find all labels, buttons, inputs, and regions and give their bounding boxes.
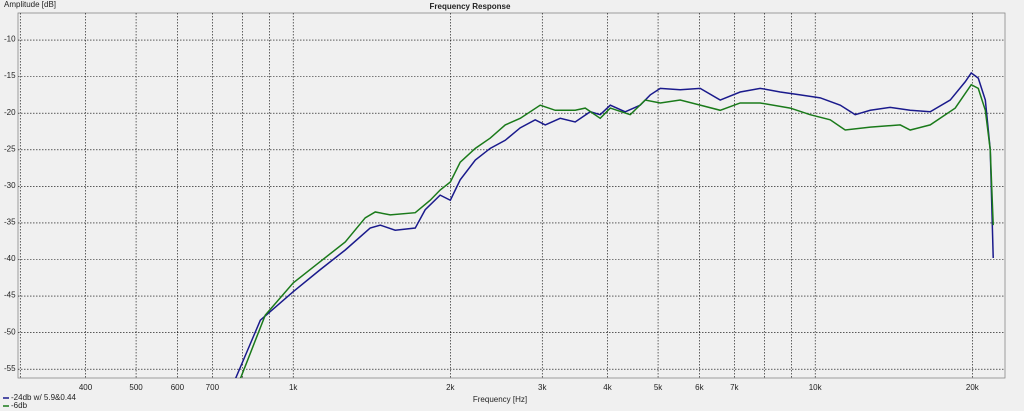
x-tick-label: 1k <box>289 383 298 392</box>
x-tick-label: 500 <box>129 383 143 392</box>
y-tick-label: -50 <box>4 327 16 336</box>
y-tick-label: -55 <box>4 364 16 373</box>
y-tick-label: -20 <box>4 108 16 117</box>
y-tick-label: -15 <box>4 71 16 80</box>
x-tick-label: 700 <box>206 383 220 392</box>
x-tick-label: 3k <box>538 383 547 392</box>
plot-area <box>17 12 1006 379</box>
y-tick-label: -30 <box>4 181 16 190</box>
series-line <box>239 83 994 378</box>
x-tick-label: 600 <box>171 383 185 392</box>
y-tick-label: -40 <box>4 254 16 263</box>
chart-title: Frequency Response <box>430 2 511 11</box>
y-tick-label: -10 <box>4 35 16 44</box>
x-tick-label: 20k <box>966 383 980 392</box>
x-tick-label: 10k <box>809 383 823 392</box>
x-tick-label: 400 <box>79 383 93 392</box>
x-tick-label: 5k <box>654 383 663 392</box>
legend-label: -6db <box>11 401 28 410</box>
x-axis-label: Frequency [Hz] <box>473 395 527 404</box>
x-tick-label: 7k <box>730 383 739 392</box>
y-tick-label: -35 <box>4 218 16 227</box>
plot-lines <box>234 71 994 378</box>
series-line <box>234 71 994 378</box>
legend-label: -24db w/ 5.9&0.44 <box>11 393 76 402</box>
x-tick-label: 4k <box>603 383 612 392</box>
y-axis-label: Amplitude [dB] <box>4 0 56 9</box>
y-tick-label: -45 <box>4 291 16 300</box>
y-tick-label: -25 <box>4 144 16 153</box>
x-tick-label: 2k <box>446 383 455 392</box>
x-tick-label: 6k <box>695 383 704 392</box>
